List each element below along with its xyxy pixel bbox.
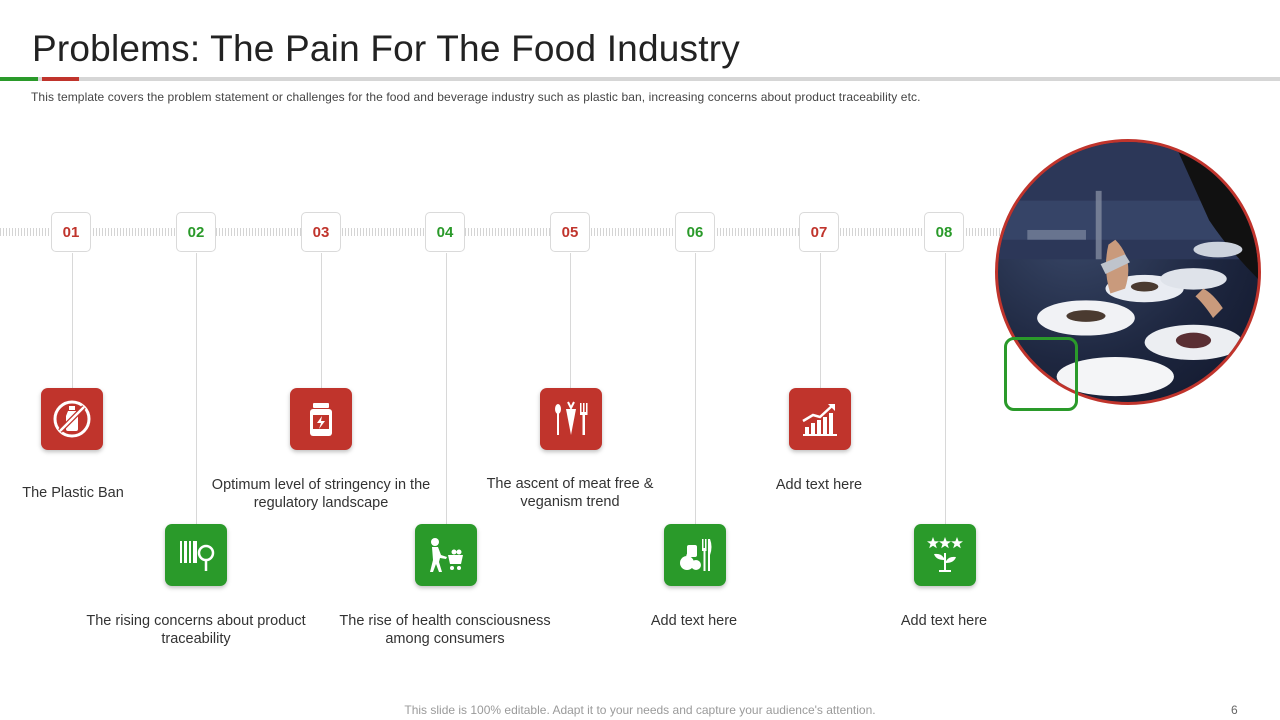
timeline-stem <box>820 253 821 389</box>
step-label-07: Add text here <box>775 477 863 493</box>
supplement-jar-icon <box>290 388 352 450</box>
step-number-04: 04 <box>425 212 465 252</box>
step-label-01: The Plastic Ban <box>22 485 124 501</box>
step-label-06: Add text here <box>650 613 738 629</box>
fruit-cutlery-icon <box>664 524 726 586</box>
no-bottle-icon <box>41 388 103 450</box>
slide-footer: This slide is 100% editable. Adapt it to… <box>404 703 876 717</box>
person-shopping-cart-icon <box>415 524 477 586</box>
timeline-stem <box>321 253 322 389</box>
timeline-stem <box>695 253 696 525</box>
step-number-01: 01 <box>51 212 91 252</box>
title-underline <box>0 77 1280 81</box>
spoon-carrot-fork-icon <box>540 388 602 450</box>
step-number-06: 06 <box>675 212 715 252</box>
step-number-07: 07 <box>799 212 839 252</box>
step-label-05: The ascent of meat free & veganism trend <box>486 476 654 510</box>
step-label-03: Optimum level of stringency in the regul… <box>211 477 431 511</box>
timeline-stem <box>446 253 447 525</box>
step-label-08: Add text here <box>900 613 988 629</box>
growth-chart-icon <box>789 388 851 450</box>
decorative-green-square <box>1004 337 1078 411</box>
slide-subtitle: This template covers the problem stateme… <box>31 90 921 104</box>
step-label-02: The rising concerns about product tracea… <box>86 613 306 647</box>
accent-segment-red <box>42 77 79 81</box>
step-number-05: 05 <box>550 212 590 252</box>
timeline-stem <box>945 253 946 525</box>
slide-title: Problems: The Pain For The Food Industry <box>32 28 740 69</box>
step-number-08: 08 <box>924 212 964 252</box>
barcode-magnifier-icon <box>165 524 227 586</box>
step-number-03: 03 <box>301 212 341 252</box>
step-number-02: 02 <box>176 212 216 252</box>
accent-segment-green <box>0 77 38 81</box>
step-label-04: The rise of health consciousness among c… <box>339 613 551 647</box>
page-number: 6 <box>1231 703 1238 717</box>
rated-plant-icon <box>914 524 976 586</box>
timeline-dotted-line <box>0 228 1010 236</box>
timeline-stem <box>196 253 197 525</box>
timeline-stem <box>570 253 571 389</box>
timeline-stem <box>72 253 73 389</box>
